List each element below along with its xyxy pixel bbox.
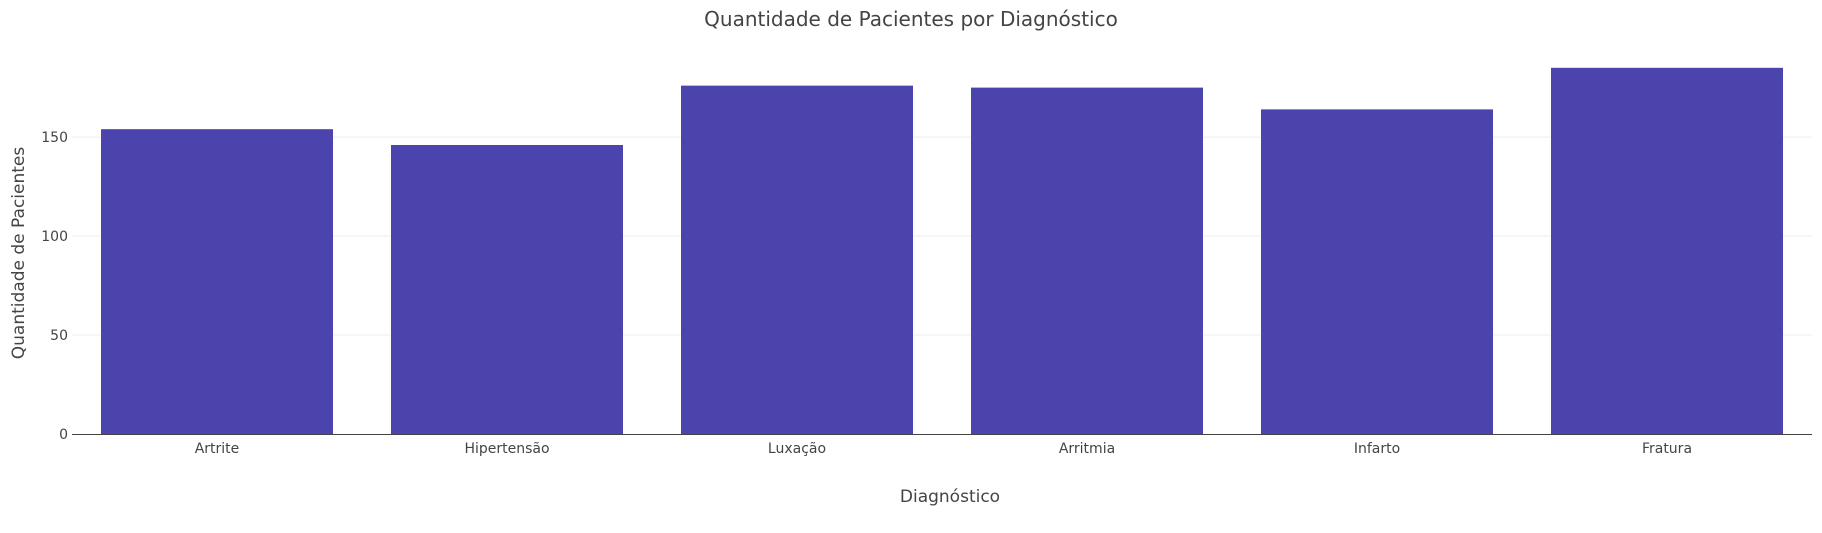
axes: 0 50 100 150 Artrite Hipertensão Luxação Arritm… bbox=[41, 130, 1812, 457]
x-tick-label: Fratura bbox=[1642, 441, 1692, 457]
x-tick-label: Artrite bbox=[195, 441, 240, 457]
chart-title: Quantidade de Pacientes por Diagnóstico bbox=[704, 7, 1118, 31]
x-tick-label: Arritmia bbox=[1059, 441, 1115, 457]
bar-hipertensao bbox=[391, 145, 623, 434]
bar-luxacao bbox=[681, 85, 913, 434]
y-tick-label: 0 bbox=[59, 427, 68, 443]
y-tick-label: 100 bbox=[41, 229, 68, 245]
x-tick-label: Hipertensão bbox=[464, 441, 549, 457]
x-tick-label: Infarto bbox=[1354, 441, 1400, 457]
x-tick-label: Luxação bbox=[768, 441, 826, 457]
x-axis-title: Diagnóstico bbox=[900, 487, 1000, 507]
bars bbox=[101, 67, 1783, 435]
bar-artrite bbox=[101, 129, 333, 434]
y-axis-title: Quantidade de Pacientes bbox=[9, 147, 29, 360]
bar-infarto bbox=[1261, 109, 1493, 435]
bar-fratura bbox=[1551, 67, 1783, 435]
y-tick-label: 50 bbox=[50, 328, 68, 344]
bar-arritmia bbox=[971, 87, 1203, 434]
gridlines bbox=[72, 136, 1812, 336]
y-tick-label: 150 bbox=[41, 130, 68, 146]
